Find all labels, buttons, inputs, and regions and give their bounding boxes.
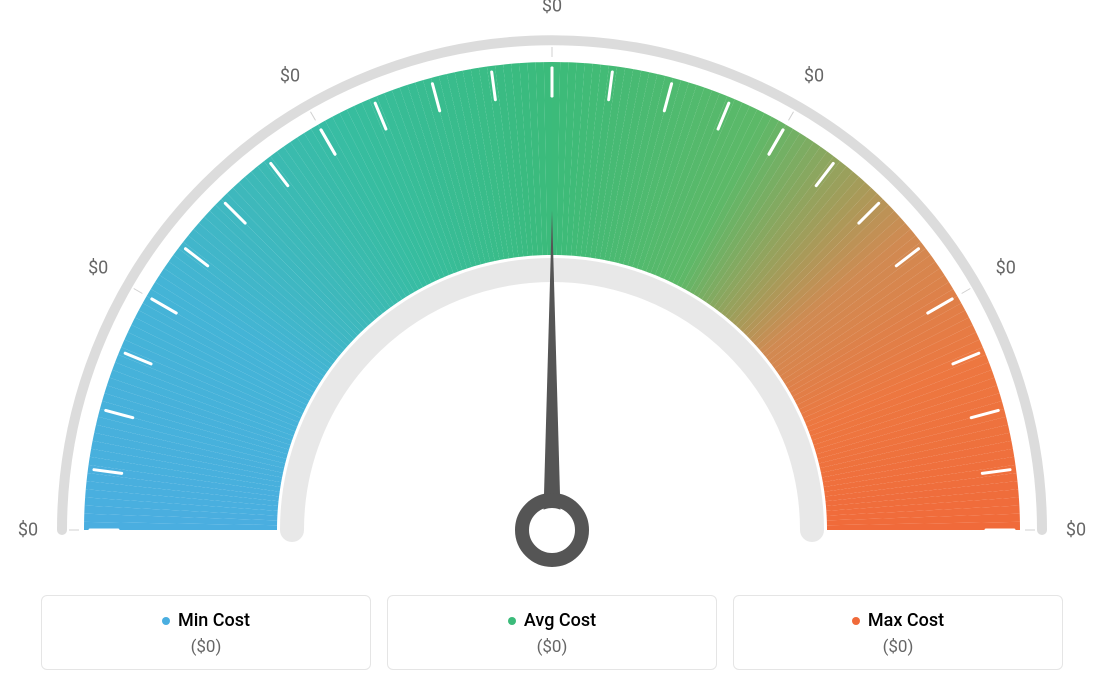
- legend-row: Min Cost ($0) Avg Cost ($0) Max Cost ($0…: [41, 595, 1063, 671]
- gauge-tick-label: $0: [996, 258, 1016, 279]
- legend-title-min: Min Cost: [162, 610, 250, 631]
- legend-label-avg: Avg Cost: [524, 610, 596, 631]
- legend-value-min: ($0): [42, 637, 370, 657]
- gauge-svg: [0, 0, 1104, 590]
- legend-dot-max: [852, 617, 860, 625]
- legend-card-min: Min Cost ($0): [41, 595, 371, 671]
- legend-title-max: Max Cost: [852, 610, 944, 631]
- gauge-chart: [0, 0, 1104, 594]
- legend-value-avg: ($0): [388, 637, 716, 657]
- legend-label-max: Max Cost: [868, 610, 944, 631]
- legend-title-avg: Avg Cost: [508, 610, 596, 631]
- legend-dot-min: [162, 617, 170, 625]
- legend-value-max: ($0): [734, 637, 1062, 657]
- gauge-tick-label: $0: [804, 66, 824, 87]
- legend-dot-avg: [508, 617, 516, 625]
- gauge-tick-label: $0: [280, 66, 300, 87]
- gauge-tick-label: $0: [88, 258, 108, 279]
- legend-card-avg: Avg Cost ($0): [387, 595, 717, 671]
- gauge-tick-label: $0: [542, 0, 562, 17]
- gauge-tick-label: $0: [1066, 520, 1086, 541]
- legend-label-min: Min Cost: [178, 610, 250, 631]
- gauge-tick-label: $0: [18, 520, 38, 541]
- legend-card-max: Max Cost ($0): [733, 595, 1063, 671]
